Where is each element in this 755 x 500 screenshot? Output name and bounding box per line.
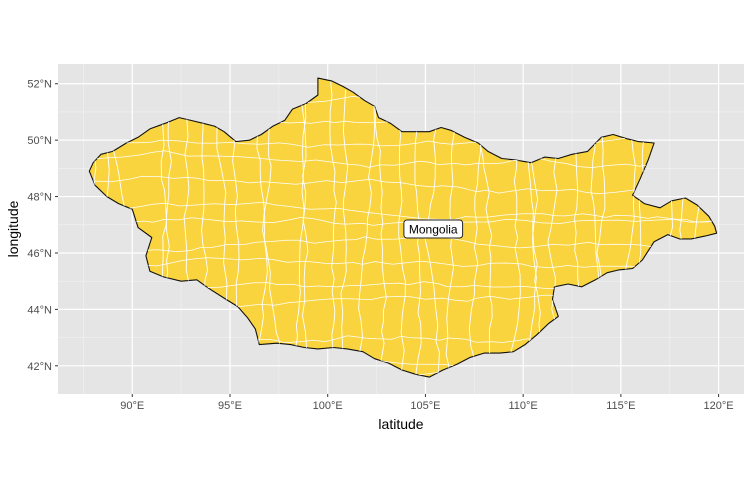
y-axis-title: longitude [5,200,21,257]
district-boundary [329,81,337,378]
y-tick-label: 50°N [27,135,52,147]
y-tick-label: 52°N [27,79,52,91]
district-boundary [396,80,406,378]
x-tick-label: 100°E [313,400,343,412]
x-tick-label: 110°E [509,400,538,412]
district-boundary [294,83,307,378]
x-tick-label: 115°E [606,400,635,412]
y-tick-label: 44°N [27,304,52,316]
district-boundary [301,79,313,378]
district-boundary [89,235,713,253]
y-tick-label: 42°N [27,361,52,373]
x-axis-title: latitude [378,416,423,432]
region-label-box [403,219,464,239]
x-tick-label: 105°E [410,400,440,412]
district-boundary [89,201,717,223]
y-tick-label: 46°N [27,248,52,260]
district-boundary [262,78,280,378]
region-label: Mongolia [409,223,458,237]
district-boundary [89,217,714,226]
district-boundary [358,90,376,378]
y-tick-label: 48°N [27,192,52,204]
x-tick-label: 95°E [218,400,242,412]
district-boundary [373,78,387,378]
x-tick-label: 120°E [704,400,734,412]
annotation-layer: Mongolia [403,219,464,239]
y-axis: 42°N 44°N 46°N 48°N 50°N 52°N [27,79,58,373]
district-boundary [89,257,717,272]
district-boundary [89,175,717,196]
district-boundary [89,129,715,148]
x-axis: 90°E 95°E 100°E 105°E 110°E 115°E 120°E [120,394,734,412]
district-boundary [478,89,493,378]
x-tick-label: 90°E [120,400,144,412]
district-boundary [340,89,349,378]
district-boundary [89,150,717,168]
